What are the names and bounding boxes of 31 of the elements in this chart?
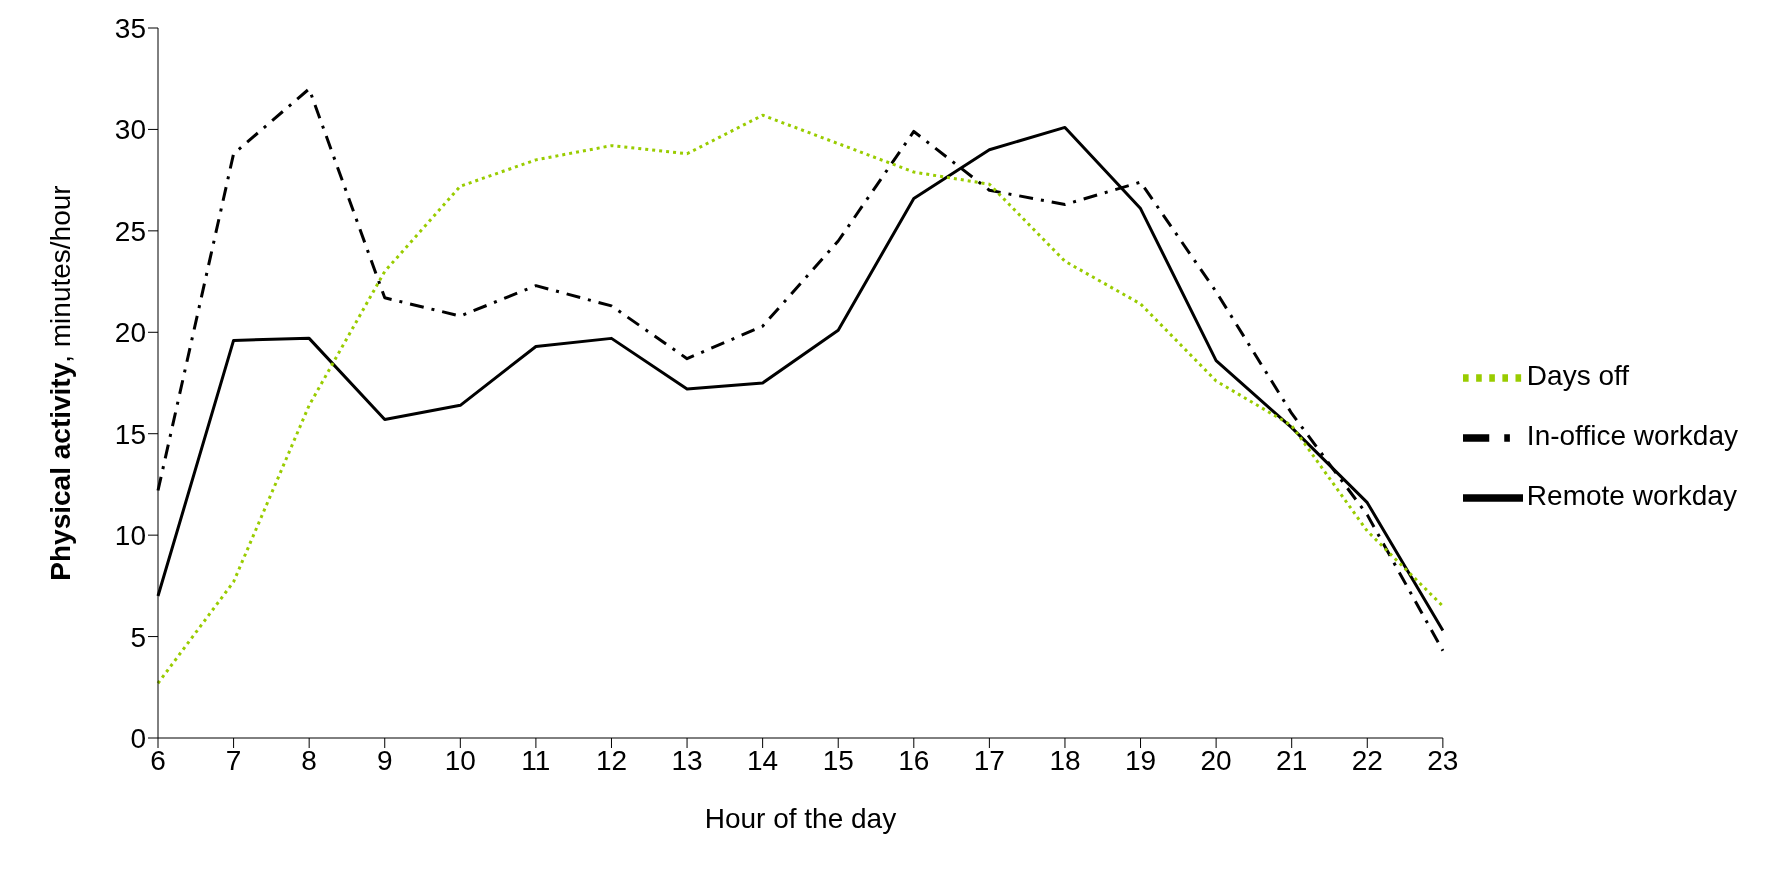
x-tick-label: 13 (671, 744, 703, 776)
x-tick-label: 19 (1124, 744, 1157, 776)
x-tick-label: 23 (1427, 744, 1459, 776)
x-tick-label: 18 (1049, 744, 1081, 776)
x-tick-label: 9 (376, 744, 393, 776)
legend-label: In-office workday (1526, 420, 1738, 452)
x-tick-label: 6 (150, 744, 166, 776)
x-tick-label: 21 (1276, 744, 1308, 776)
y-axis-title: Physical activity, minutes/hour (45, 185, 76, 581)
x-tick-label: 14 (747, 744, 779, 776)
x-tick-label: 12 (595, 744, 628, 776)
y-tick-label: 20 (114, 317, 146, 349)
x-tick-label: 16 (898, 744, 930, 776)
x-tick-label: 7 (225, 744, 242, 776)
y-tick-label: 30 (114, 114, 146, 146)
y-tick-label: 10 (114, 520, 146, 552)
x-tick-label: 17 (973, 744, 1005, 776)
x-tick-label: 8 (301, 744, 317, 776)
y-tick-label: 15 (114, 418, 146, 450)
x-tick-label: 15 (822, 744, 854, 776)
y-tick-label: 25 (114, 215, 146, 247)
x-tick-label: 10 (444, 744, 476, 776)
x-tick-label: 11 (521, 744, 551, 776)
x-axis-title: Hour of the day (704, 803, 897, 834)
x-tick-label: 20 (1200, 744, 1232, 776)
y-tick-label: 35 (114, 12, 146, 44)
legend-label: Remote workday (1526, 480, 1737, 512)
x-tick-label: 22 (1351, 744, 1383, 776)
y-tick-label: 0 (130, 722, 146, 754)
y-tick-label: 5 (130, 621, 146, 653)
legend-label: Days off (1526, 360, 1630, 392)
